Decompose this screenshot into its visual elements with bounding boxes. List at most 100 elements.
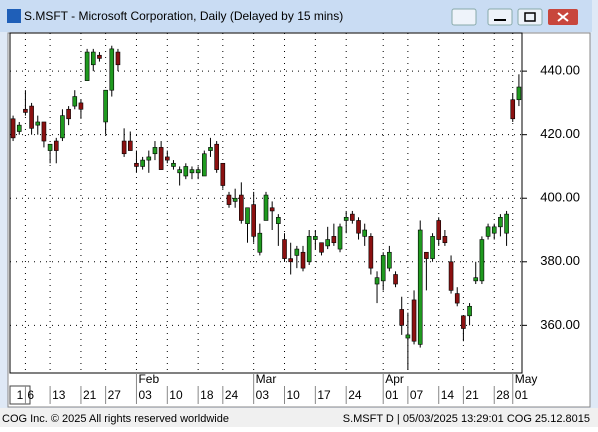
link-button[interactable] [451,8,477,26]
candle-body [257,232,263,253]
candle-body [282,239,287,259]
candle-body [16,124,22,132]
candle-body [226,194,232,205]
candle-body [306,236,312,263]
x-tick-label: 14 [441,388,455,402]
candle-body [461,315,466,329]
candle-body [41,121,47,142]
y-tick-label: 420.00 [540,126,580,141]
y-tick-label: 360.00 [540,317,580,332]
candle-body [140,159,145,167]
x-tick-label: 01 [515,388,529,402]
footer-right: S.MSFT D | 05/03/2025 13:29:01 COG 25.12… [343,413,590,425]
candle-body [331,236,337,244]
candle-body [424,251,429,259]
candle-body [220,162,226,186]
candle-body [442,236,448,244]
candle-body [276,216,281,224]
candle-body [239,194,244,221]
candle-body [121,140,127,155]
y-tick-label: 440.00 [540,63,580,78]
candle-body [337,226,343,250]
candle-body [405,334,411,339]
y-tick-label: 400.00 [540,190,580,205]
x-tick-label: 21 [83,388,97,402]
page-number: 1 [17,388,24,402]
x-tick-label: 03 [138,388,152,402]
x-tick-label: 27 [108,388,122,402]
candle-body [90,51,96,66]
candle-body [325,239,330,247]
candle-body [300,251,306,269]
month-label: Mar [256,372,277,386]
month-label: May [515,372,538,386]
candle-body [202,153,207,177]
candle-body [195,169,201,174]
candle-body [479,239,485,282]
candle-body [146,156,152,161]
candle-body [232,197,238,202]
candle-body [165,156,170,161]
candle-body [183,166,189,177]
candle-body [356,220,361,234]
candle-body [516,86,522,101]
candle-body [467,305,472,317]
candle-body [454,293,460,304]
candle-body [473,277,479,282]
maximize-glyph [524,12,536,22]
footer-left: COG Inc. © 2025 All rights reserved worl… [2,413,229,425]
candle-body [504,213,509,234]
x-tick-label: 17 [317,388,331,402]
x-tick-label: 07 [410,388,424,402]
candle-body [208,147,213,151]
candle-body [269,207,275,212]
x-tick-label: 28 [496,388,510,402]
x-tick-label: 6 [27,388,34,402]
x-tick-label: 03 [256,388,270,402]
x-tick-label: 01 [385,388,399,402]
candle-body [448,261,454,291]
candle-body [436,220,442,240]
candle-body [350,213,355,221]
candle-body [399,309,405,326]
candle-body [362,229,367,237]
y-tick-label: 380.00 [540,253,580,268]
plot-area [9,32,523,374]
candle-body [294,248,300,256]
candle-body [374,277,380,285]
candle-body [245,207,250,224]
month-label: Feb [138,372,159,386]
candle-body [97,54,102,59]
x-tick-label: 18 [200,388,214,402]
candle-body [313,236,318,240]
minimize-button[interactable] [487,8,513,26]
candle-body [47,143,53,151]
maximize-button[interactable] [517,8,543,26]
candle-body [411,299,417,342]
candle-body [103,89,108,123]
candle-body [177,169,182,174]
candle-body [491,226,497,234]
candle-body [214,143,219,170]
candle-body [35,121,41,126]
candle-body [387,251,392,269]
candle-body [171,162,176,167]
candle-body [417,229,423,345]
close-glyph [557,12,569,22]
candle-body [380,255,386,282]
candle-body [158,147,164,170]
candle-body [127,140,133,151]
candle-body [430,236,435,259]
candle-body [115,51,121,66]
candle-body [72,96,78,107]
x-tick-label: 24 [225,388,239,402]
candle-body [29,105,34,129]
candle-body [189,169,195,174]
candle-body [134,162,139,167]
x-tick-label: 24 [348,388,362,402]
candle-body [393,274,398,285]
candle-body [498,216,503,228]
candle-body [485,226,491,237]
candle-body [10,118,16,139]
